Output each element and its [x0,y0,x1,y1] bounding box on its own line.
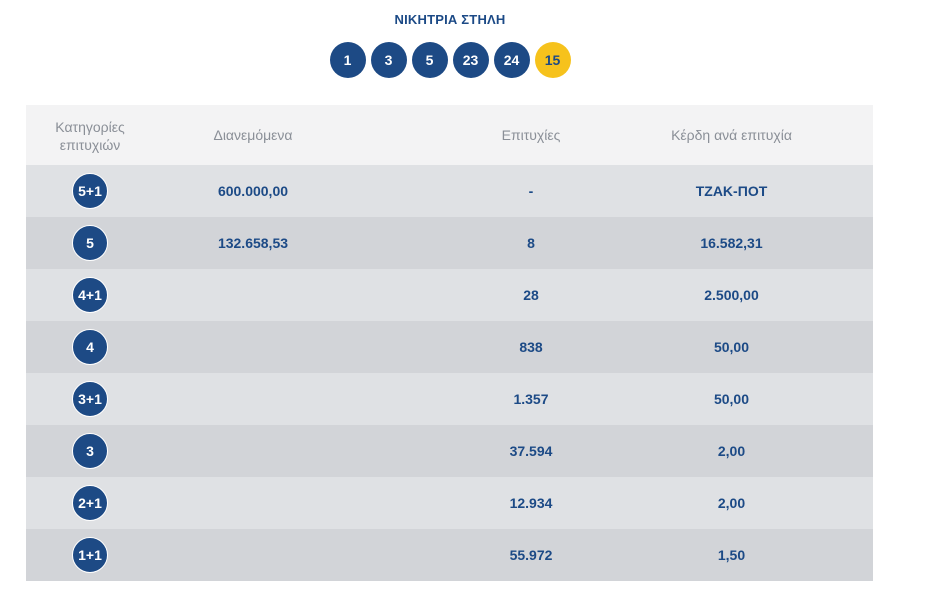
table-row: 2+1 12.934 2,00 [26,477,873,529]
winning-number-ball: 24 [493,42,530,78]
category-badge: 3+1 [72,381,108,417]
winners-value: 55.972 [509,547,553,563]
prize-value: 2,00 [717,495,746,511]
winning-number-ball: 1 [329,42,366,78]
table-row: 3+1 1.357 50,00 [26,373,873,425]
prize-value: ΤΖΑΚ-ΠΟΤ [695,183,768,199]
winning-number-ball: 3 [370,42,407,78]
joker-number-ball: 15 [534,42,571,78]
winners-value: 8 [527,235,535,251]
table-header-row: Κατηγορίες επιτυχιών Διανεμόμενα Επιτυχί… [26,105,873,165]
category-badge: 2+1 [72,485,108,521]
prize-value: 2.500,00 [704,287,759,303]
category-badge: 1+1 [72,537,108,573]
prize-value: 1,50 [717,547,746,563]
winners-value: 12.934 [509,495,553,511]
header-prize: Κέρδη ανά επιτυχία [671,127,792,143]
prize-value: 50,00 [713,339,750,355]
header-winners: Επιτυχίες [501,127,561,143]
prize-value: 2,00 [717,443,746,459]
winners-value: 37.594 [509,443,553,459]
distributed-value: 132.658,53 [217,235,289,251]
table-row: 4 838 50,00 [26,321,873,373]
winning-column-title: ΝΙΚΗΤΡΙΑ ΣΤΗΛΗ [394,12,506,27]
table-row: 4+1 28 2.500,00 [26,269,873,321]
table-row: 5 132.658,53 8 16.582,31 [26,217,873,269]
category-badge: 4+1 [72,277,108,313]
winners-value: 838 [519,339,543,355]
prize-table: Κατηγορίες επιτυχιών Διανεμόμενα Επιτυχί… [26,105,873,581]
winning-number-ball: 23 [452,42,489,78]
winning-number-ball: 5 [411,42,448,78]
prize-value: 16.582,31 [700,235,763,251]
table-row: 5+1 600.000,00 - ΤΖΑΚ-ΠΟΤ [26,165,873,217]
table-row: 1+1 55.972 1,50 [26,529,873,581]
prize-value: 50,00 [713,391,750,407]
winners-value: - [528,183,534,199]
header-distributed: Διανεμόμενα [213,127,293,143]
distributed-value: 600.000,00 [217,183,289,199]
category-badge: 5+1 [72,173,108,209]
category-badge: 3 [72,433,108,469]
table-row: 3 37.594 2,00 [26,425,873,477]
winning-numbers: 1 3 5 23 24 15 [0,42,900,78]
category-badge: 5 [72,225,108,261]
header-category: Κατηγορίες επιτυχιών [55,119,125,153]
category-badge: 4 [72,329,108,365]
winners-value: 28 [523,287,539,303]
winners-value: 1.357 [513,391,549,407]
